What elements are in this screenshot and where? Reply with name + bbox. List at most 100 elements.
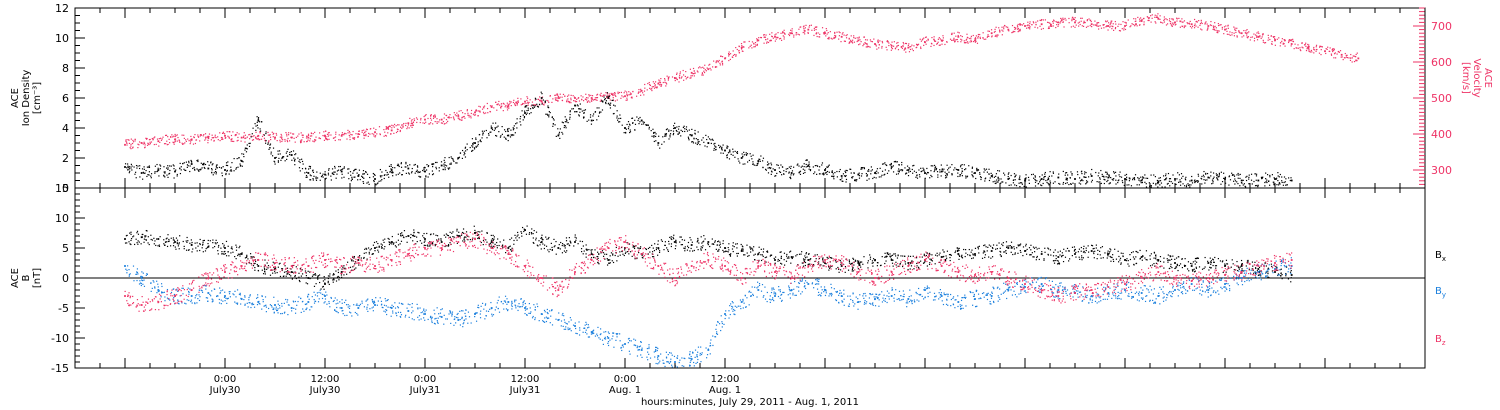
velocity-series-sample	[332, 137, 335, 139]
velocity-series-sample	[1256, 39, 1259, 41]
bx-series-sample	[533, 229, 535, 232]
density-series-sample	[397, 164, 400, 166]
velocity-series-sample	[1297, 47, 1299, 49]
velocity-series-sample	[808, 26, 810, 28]
density-series-sample	[183, 162, 185, 164]
velocity-series-sample	[854, 37, 856, 39]
bx-series-sample	[375, 241, 378, 243]
density-series-sample	[826, 173, 828, 176]
bx-series-sample	[353, 268, 356, 270]
velocity-series-sample	[1197, 26, 1199, 28]
density-series-sample	[332, 173, 334, 175]
density-series-sample	[1278, 176, 1280, 178]
density-series-sample	[472, 143, 474, 145]
velocity-series-sample	[1020, 23, 1022, 26]
velocity-series-sample	[252, 135, 254, 138]
density-series-sample	[159, 168, 161, 170]
velocity-series-sample	[358, 133, 361, 135]
bx-series-sample	[480, 241, 482, 244]
density-series-sample	[1220, 183, 1222, 185]
bx-series-sample	[459, 236, 461, 238]
velocity-series-sample	[427, 117, 429, 120]
bx-series-sample	[230, 252, 232, 254]
velocity-series-sample	[385, 128, 387, 130]
density-series-sample	[1156, 179, 1158, 182]
density-series-sample	[148, 165, 150, 167]
velocity-series-sample	[325, 130, 327, 132]
velocity-series-sample	[640, 94, 642, 96]
velocity-series-sample	[1183, 26, 1185, 29]
density-series-sample	[678, 132, 681, 134]
density-series-sample	[349, 171, 352, 173]
velocity-series-sample	[949, 38, 952, 40]
density-series-point	[490, 127, 493, 129]
density-series-sample	[995, 175, 997, 177]
velocity-series-sample	[330, 134, 332, 136]
bx-series-sample	[683, 239, 686, 241]
density-series-sample	[592, 119, 595, 122]
density-series-sample	[897, 170, 899, 172]
density-series-sample	[783, 170, 785, 172]
velocity-series-sample	[1050, 25, 1053, 27]
bx-series-sample	[191, 251, 193, 253]
velocity-series-sample	[396, 128, 399, 130]
bx-series-sample	[223, 246, 225, 248]
velocity-series-sample	[954, 41, 956, 43]
density-series-sample	[1070, 171, 1072, 173]
bx-series-sample	[741, 249, 743, 251]
velocity-series-sample	[453, 117, 455, 119]
velocity-series-sample	[281, 138, 283, 140]
velocity-series-sample	[301, 134, 303, 136]
velocity-series-sample	[1310, 49, 1313, 52]
velocity-series-sample	[888, 42, 890, 44]
velocity-series-sample	[782, 31, 784, 33]
velocity-series-sample	[1172, 23, 1174, 26]
bx-series-sample	[565, 237, 568, 239]
density-series-sample	[523, 116, 526, 118]
velocity-series-sample	[1181, 25, 1184, 28]
bx-series-sample	[155, 244, 157, 247]
velocity-series-sample	[654, 81, 657, 83]
density-series-sample	[523, 117, 526, 119]
velocity-series-sample	[748, 40, 750, 43]
velocity-series-sample	[866, 43, 868, 45]
density-series-sample	[322, 173, 324, 175]
velocity-series-sample	[965, 41, 967, 44]
velocity-series-sample	[957, 41, 959, 43]
density-series-sample	[1030, 173, 1033, 176]
density-series-sample	[884, 162, 886, 164]
density-series-sample	[669, 134, 671, 136]
density-series-sample	[936, 171, 939, 173]
velocity-series-sample	[568, 94, 570, 96]
bx-series-sample	[397, 239, 399, 241]
density-series-sample	[632, 122, 634, 124]
density-series-sample	[798, 171, 800, 174]
bx-series-sample	[185, 240, 187, 242]
velocity-series-point	[1240, 32, 1243, 35]
velocity-series-sample	[208, 135, 210, 138]
density-series-sample	[908, 167, 910, 169]
density-series-sample	[776, 172, 778, 175]
bx-series-sample	[489, 242, 492, 244]
velocity-series-sample	[383, 135, 385, 137]
density-series-sample	[348, 178, 350, 180]
density-series-sample	[513, 125, 515, 127]
density-series-sample	[1233, 175, 1236, 177]
density-series-sample	[533, 106, 536, 108]
velocity-series-sample	[901, 47, 904, 49]
bx-series-sample	[491, 238, 494, 240]
velocity-series-sample	[154, 136, 156, 138]
density-series-sample	[1027, 176, 1030, 179]
velocity-series-sample	[982, 32, 984, 34]
density-series-sample	[624, 127, 626, 129]
velocity-series-sample	[1050, 23, 1052, 26]
bx-series-sample	[684, 246, 686, 248]
density-series-sample	[1141, 181, 1144, 184]
velocity-series-point	[224, 134, 226, 137]
density-series-sample	[965, 175, 967, 177]
bx-series-sample	[215, 243, 217, 245]
bx-series-sample	[217, 246, 220, 248]
density-series-sample	[226, 164, 229, 167]
bx-series-sample	[564, 245, 566, 247]
density-series-sample	[490, 131, 492, 133]
